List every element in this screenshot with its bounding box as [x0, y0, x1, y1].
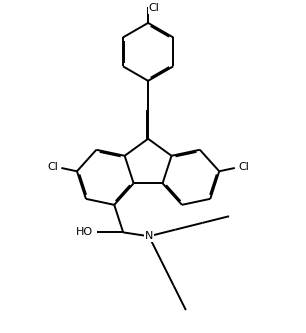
Text: N: N	[145, 231, 153, 241]
Text: HO: HO	[76, 227, 93, 237]
Text: Cl: Cl	[238, 162, 249, 172]
Text: Cl: Cl	[47, 162, 58, 172]
Text: Cl: Cl	[148, 3, 159, 13]
